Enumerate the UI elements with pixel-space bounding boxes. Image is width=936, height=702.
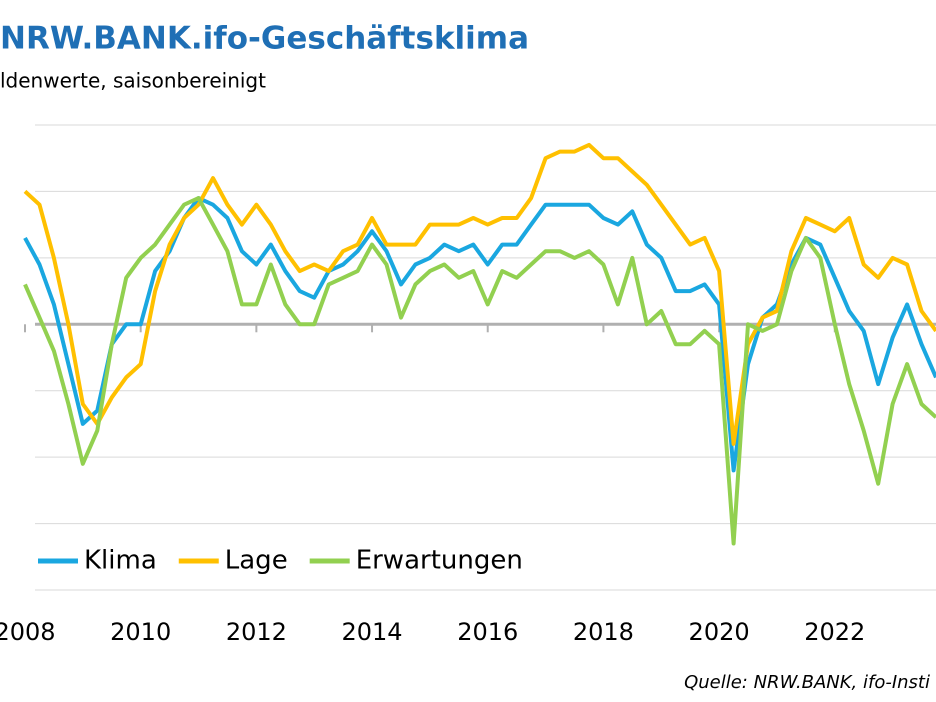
legend-label: Erwartungen: [356, 546, 523, 576]
x-tick-label: 2018: [573, 618, 634, 646]
x-tick-label: 2016: [457, 618, 518, 646]
x-tick-label: 2014: [342, 618, 403, 646]
chart-title: NRW.BANK.ifo-Geschäftsklima: [0, 21, 529, 57]
x-tick-label: 2020: [689, 618, 750, 646]
source: Quelle: NRW.BANK, ifo-Insti: [684, 672, 930, 693]
chart-subtitle: ldenwerte, saisonbereinigt: [0, 69, 266, 93]
line-series: [23, 142, 936, 446]
x-tick-label: 2010: [110, 618, 171, 646]
legend-label: Klima: [84, 546, 157, 576]
x-tick-label: 2012: [226, 618, 287, 646]
x-tick-label: 2022: [804, 618, 865, 646]
x-tick-label: 2008: [0, 618, 56, 646]
line-series: [23, 196, 936, 546]
legend-label: Lage: [225, 546, 288, 576]
